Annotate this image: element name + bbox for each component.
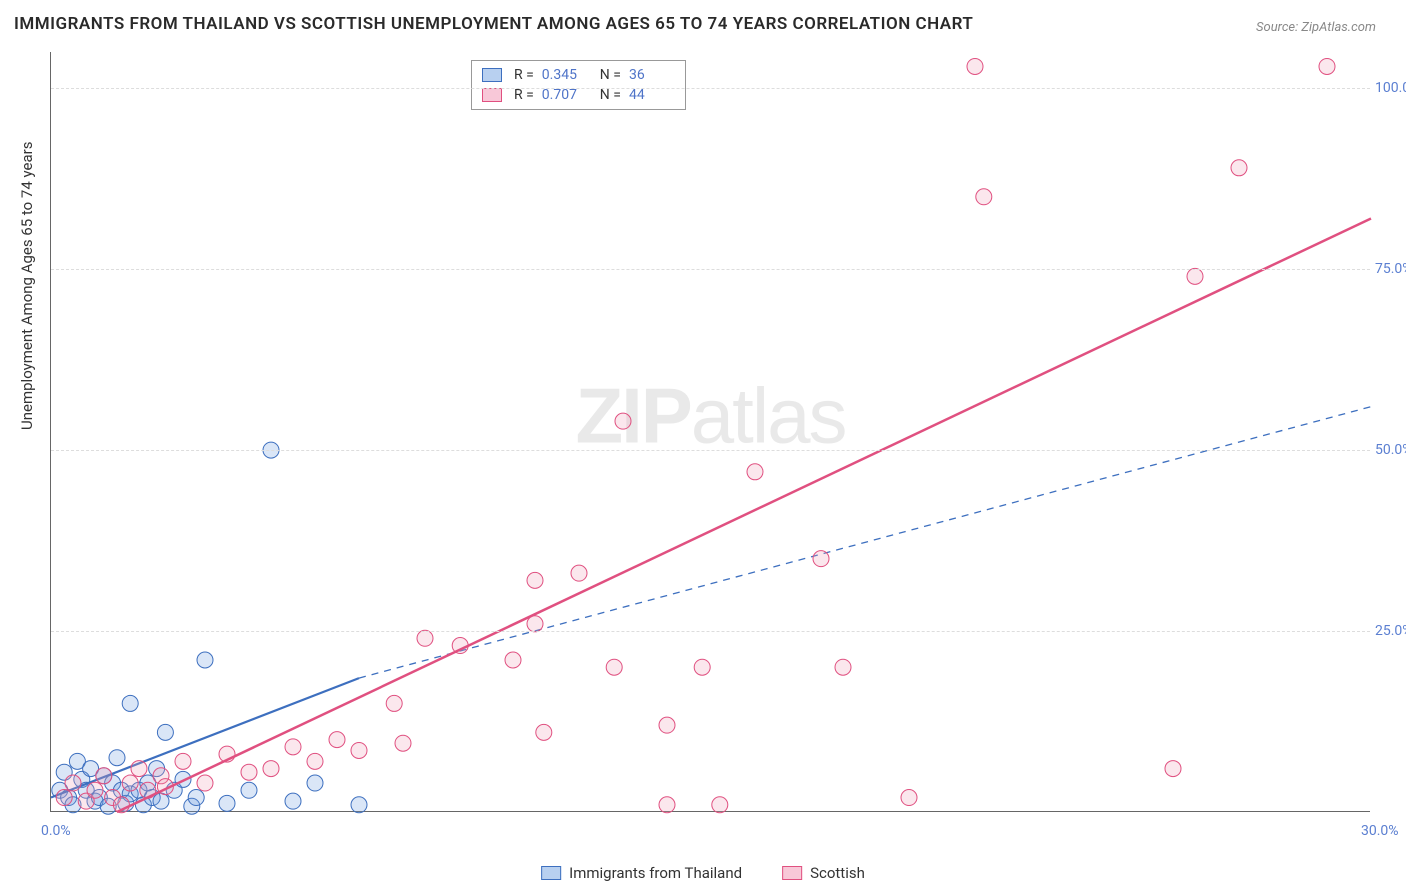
legend-bottom: Immigrants from Thailand Scottish bbox=[541, 864, 865, 882]
data-point bbox=[241, 764, 257, 780]
gridline bbox=[51, 88, 1370, 89]
legend-stats-row: R = 0.345 N = 36 bbox=[482, 65, 675, 85]
data-point bbox=[131, 761, 147, 777]
data-point bbox=[527, 616, 543, 632]
data-point bbox=[241, 782, 257, 798]
legend-swatch bbox=[541, 866, 561, 880]
chart-svg bbox=[51, 52, 1370, 811]
data-point bbox=[285, 793, 301, 809]
legend-n-label: N = bbox=[600, 87, 621, 103]
y-axis-label: Unemployment Among Ages 65 to 74 years bbox=[18, 142, 36, 430]
source-attribution: Source: ZipAtlas.com bbox=[1256, 20, 1376, 35]
data-point bbox=[109, 750, 125, 766]
chart-title: IMMIGRANTS FROM THAILAND VS SCOTTISH UNE… bbox=[14, 14, 973, 34]
data-point bbox=[1187, 268, 1203, 284]
gridline bbox=[51, 269, 1370, 270]
data-point bbox=[219, 795, 235, 811]
legend-swatch bbox=[482, 88, 502, 102]
data-point bbox=[56, 790, 72, 806]
legend-r-value: 0.345 bbox=[542, 67, 588, 83]
y-tick-label: 100.0% bbox=[1375, 80, 1406, 96]
legend-item: Immigrants from Thailand bbox=[541, 864, 742, 882]
plot-area: ZIPatlas R =0.345N =36R =0.707N =44 25.0… bbox=[50, 52, 1370, 812]
data-point bbox=[659, 717, 675, 733]
x-tick-label: 0.0% bbox=[41, 823, 71, 839]
legend-n-value: 44 bbox=[629, 87, 675, 103]
x-tick-label: 30.0% bbox=[1361, 823, 1399, 839]
data-point bbox=[813, 551, 829, 567]
data-point bbox=[571, 565, 587, 581]
data-point bbox=[976, 189, 992, 205]
data-point bbox=[395, 735, 411, 751]
data-point bbox=[122, 695, 138, 711]
trend-line-extrapolated bbox=[359, 407, 1371, 678]
data-point bbox=[527, 572, 543, 588]
y-tick-label: 25.0% bbox=[1375, 623, 1406, 639]
data-point bbox=[712, 797, 728, 813]
y-tick-label: 75.0% bbox=[1375, 261, 1406, 277]
legend-r-label: R = bbox=[514, 87, 534, 103]
data-point bbox=[417, 630, 433, 646]
data-point bbox=[694, 659, 710, 675]
data-point bbox=[263, 761, 279, 777]
data-point bbox=[307, 775, 323, 791]
y-tick-label: 50.0% bbox=[1375, 442, 1406, 458]
data-point bbox=[505, 652, 521, 668]
data-point bbox=[153, 793, 169, 809]
data-point bbox=[175, 753, 191, 769]
gridline bbox=[51, 450, 1370, 451]
data-point bbox=[307, 753, 323, 769]
legend-label: Immigrants from Thailand bbox=[569, 864, 742, 882]
legend-label: Scottish bbox=[810, 864, 865, 882]
data-point bbox=[285, 739, 301, 755]
data-point bbox=[197, 775, 213, 791]
legend-swatch bbox=[482, 68, 502, 82]
legend-swatch bbox=[782, 866, 802, 880]
data-point bbox=[65, 775, 81, 791]
trend-line bbox=[117, 218, 1371, 812]
data-point bbox=[536, 724, 552, 740]
data-point bbox=[157, 724, 173, 740]
gridline bbox=[51, 631, 1370, 632]
data-point bbox=[197, 652, 213, 668]
data-point bbox=[606, 659, 622, 675]
data-point bbox=[835, 659, 851, 675]
data-point bbox=[386, 695, 402, 711]
legend-n-label: N = bbox=[600, 67, 621, 83]
data-point bbox=[615, 413, 631, 429]
data-point bbox=[351, 797, 367, 813]
legend-n-value: 36 bbox=[629, 67, 675, 83]
data-point bbox=[96, 768, 112, 784]
data-point bbox=[747, 464, 763, 480]
data-point bbox=[967, 58, 983, 74]
data-point bbox=[1319, 58, 1335, 74]
legend-stats: R = 0.345 N = 36 R = 0.707 N = 44 bbox=[471, 60, 686, 110]
data-point bbox=[122, 775, 138, 791]
data-point bbox=[329, 732, 345, 748]
data-point bbox=[188, 790, 204, 806]
legend-r-label: R = bbox=[514, 67, 534, 83]
legend-r-value: 0.707 bbox=[542, 87, 588, 103]
legend-item: Scottish bbox=[782, 864, 865, 882]
data-point bbox=[901, 790, 917, 806]
data-point bbox=[87, 782, 103, 798]
data-point bbox=[351, 742, 367, 758]
data-point bbox=[1231, 160, 1247, 176]
data-point bbox=[1165, 761, 1181, 777]
data-point bbox=[659, 797, 675, 813]
